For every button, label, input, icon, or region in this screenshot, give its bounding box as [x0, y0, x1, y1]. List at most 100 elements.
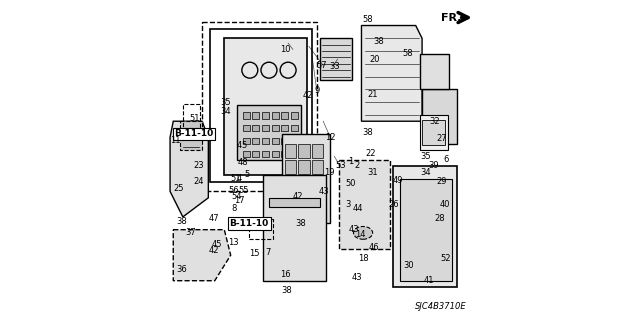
Text: 27: 27 [436, 134, 447, 143]
Bar [269, 198, 320, 207]
Bar [285, 193, 296, 207]
Text: 37: 37 [186, 228, 196, 237]
Text: FR.: FR. [441, 12, 461, 23]
Text: 4: 4 [237, 174, 242, 183]
Bar [291, 125, 298, 131]
Text: 36: 36 [176, 265, 187, 274]
Text: 49: 49 [393, 176, 403, 185]
Text: 8: 8 [231, 204, 237, 213]
Bar [312, 160, 323, 174]
Text: 58: 58 [403, 49, 413, 58]
Text: 1: 1 [348, 157, 353, 166]
Text: 38: 38 [281, 286, 292, 295]
Text: 20: 20 [369, 55, 380, 63]
Polygon shape [237, 105, 301, 160]
Polygon shape [362, 26, 422, 121]
Bar [243, 151, 250, 157]
Polygon shape [422, 89, 457, 144]
Text: 56: 56 [228, 186, 239, 195]
Bar [312, 177, 323, 191]
Text: 35: 35 [221, 98, 231, 107]
Bar [420, 54, 449, 89]
Bar [291, 112, 298, 119]
Text: 39: 39 [428, 161, 438, 170]
Text: 43: 43 [319, 187, 330, 196]
Text: 34: 34 [221, 107, 231, 116]
Polygon shape [394, 166, 457, 287]
Text: 17: 17 [234, 197, 245, 205]
Text: 53: 53 [335, 161, 346, 170]
Text: 28: 28 [435, 214, 445, 223]
Polygon shape [262, 175, 326, 281]
Text: 34: 34 [420, 168, 431, 177]
Text: 43: 43 [351, 273, 362, 282]
Text: 46: 46 [368, 243, 379, 252]
Bar [298, 160, 310, 174]
Bar [285, 177, 296, 191]
Text: 26: 26 [388, 200, 399, 209]
Bar [252, 125, 259, 131]
Bar [281, 151, 288, 157]
Polygon shape [180, 121, 202, 150]
Bar [312, 193, 323, 207]
Bar [243, 138, 250, 144]
Text: 44: 44 [353, 204, 364, 213]
Bar [281, 125, 288, 131]
Text: 24: 24 [193, 177, 204, 186]
Text: 54: 54 [232, 192, 243, 201]
Text: 42: 42 [293, 192, 303, 201]
Polygon shape [339, 160, 390, 249]
Polygon shape [224, 38, 307, 175]
Text: 55: 55 [239, 186, 250, 195]
Text: 42: 42 [303, 91, 313, 100]
Bar [271, 151, 278, 157]
Text: 2: 2 [354, 161, 359, 170]
Ellipse shape [353, 226, 372, 239]
Bar [291, 151, 298, 157]
Bar [420, 115, 448, 150]
Text: 5: 5 [244, 170, 249, 179]
Bar [271, 138, 278, 144]
Text: 7: 7 [266, 248, 271, 256]
Text: B-11-10: B-11-10 [174, 130, 214, 138]
Text: 11: 11 [171, 136, 181, 145]
Text: 19: 19 [324, 168, 335, 177]
Text: 30: 30 [403, 261, 414, 270]
Text: 51: 51 [189, 114, 200, 122]
Text: 41: 41 [424, 276, 435, 285]
Text: 48: 48 [237, 158, 248, 167]
Text: 45: 45 [212, 240, 223, 249]
Text: 29: 29 [436, 177, 447, 186]
Text: 51: 51 [230, 174, 241, 183]
Text: 35: 35 [420, 152, 431, 161]
Bar [249, 219, 273, 239]
Text: 47: 47 [209, 214, 220, 223]
Text: 42: 42 [209, 246, 220, 255]
Text: 15: 15 [250, 249, 260, 258]
Text: 38: 38 [362, 128, 373, 137]
Text: 38: 38 [176, 217, 187, 226]
Bar [243, 125, 250, 131]
Text: 23: 23 [193, 161, 204, 170]
Text: 21: 21 [367, 90, 378, 99]
Bar [183, 104, 200, 128]
Bar [285, 160, 296, 174]
Text: 4: 4 [237, 141, 242, 150]
Bar [262, 138, 269, 144]
Text: 13: 13 [228, 238, 239, 247]
Bar [243, 112, 250, 119]
Bar [271, 125, 278, 131]
Text: 5: 5 [241, 141, 246, 150]
Text: 18: 18 [358, 254, 369, 263]
Polygon shape [320, 38, 352, 80]
Bar [291, 138, 298, 144]
Text: 33: 33 [329, 63, 340, 71]
Bar [252, 112, 259, 119]
Bar [298, 193, 310, 207]
Text: 10: 10 [280, 45, 290, 54]
Text: 52: 52 [440, 254, 451, 263]
Bar [281, 138, 288, 144]
Bar [400, 179, 452, 281]
Text: 14: 14 [355, 230, 365, 239]
Text: 38: 38 [296, 219, 306, 228]
